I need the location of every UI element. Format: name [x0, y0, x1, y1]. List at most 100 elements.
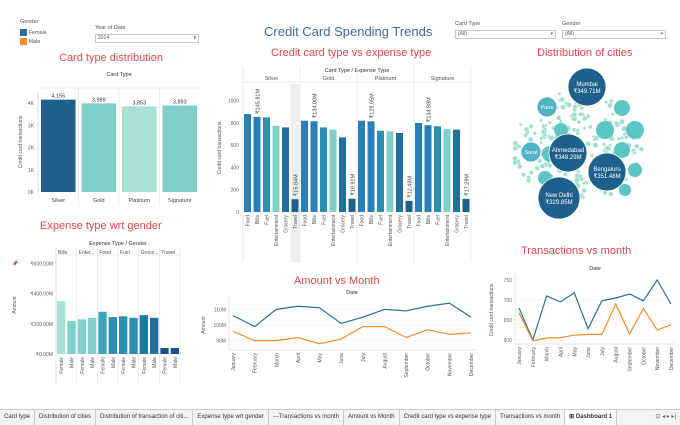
tab-transactions-vs-month[interactable]: Transactions vs month: [496, 410, 566, 425]
y-tick-label: ₹0.00M: [36, 352, 53, 358]
city-bubble: [632, 151, 637, 155]
city-bubble: [575, 128, 580, 133]
x-tick-label: Female: [80, 357, 86, 374]
city-bubble: [582, 126, 587, 131]
city-bubble: [547, 120, 553, 125]
dashboard-icon: ⊞: [569, 414, 576, 420]
series-line-female: [518, 278, 672, 342]
y-tick-label: 3K: [28, 123, 35, 129]
city-bubble: [610, 112, 615, 116]
x-tick-label: February: [531, 347, 537, 368]
bar: [434, 126, 441, 212]
city-bubble: [516, 159, 521, 163]
city-bubble: [577, 173, 583, 179]
x-tick-label: Silver: [51, 198, 65, 204]
bar: [386, 131, 394, 212]
city-bubble-new-delhi: [537, 176, 581, 220]
city-bubble: [608, 191, 614, 197]
card-type-title: Card type distribution: [59, 52, 163, 64]
x-tick-label: Entertainment: [274, 214, 280, 246]
y-tick-label: 600: [231, 143, 240, 149]
city-name-label: Mumbai: [576, 82, 597, 88]
x-tick-label: Male: [90, 357, 96, 368]
city-value-label: ₹351.48M: [593, 173, 620, 180]
tab-credit-card-vs-expense[interactable]: Credit card type vs expense type: [400, 410, 497, 425]
y-tick-label: 750: [504, 278, 513, 284]
gender-legend-title: Gender: [20, 19, 39, 25]
bar: [358, 120, 365, 212]
tab-expense-type-gender[interactable]: Expense type wrt gender: [193, 410, 269, 425]
x-tick-label: June: [339, 353, 345, 364]
year-filter-dropdown[interactable]: 2014 ▾: [95, 34, 199, 43]
city-bubble: [614, 100, 630, 116]
city-bubble: [603, 117, 608, 122]
x-tick-label: Travel: [293, 215, 299, 229]
city-bubble: [619, 118, 625, 125]
card-type-filter-dropdown[interactable]: (All) ▾: [455, 30, 556, 39]
city-bubble: [539, 163, 546, 169]
city-bubble: [626, 121, 644, 139]
gender-filter-dropdown[interactable]: (All) ▾: [562, 30, 666, 39]
city-bubble-pune: [536, 96, 558, 118]
x-tick-label: Bills: [312, 215, 318, 225]
x-tick-label: March: [274, 353, 280, 367]
city-bubble: [528, 170, 534, 176]
x-tick-label: October: [641, 347, 647, 365]
bar-value-label: ₹129.05M: [368, 93, 375, 118]
legend-item-male[interactable]: Male: [20, 38, 40, 45]
bar: [263, 117, 270, 212]
bar: [348, 198, 356, 212]
gender-filter-value: (All): [565, 31, 574, 37]
city-bubble: [528, 123, 534, 129]
x-tick-label: Fuel: [265, 215, 271, 225]
x-tick-label: Fuel: [322, 215, 328, 225]
y-tick-label: 0K: [28, 190, 35, 196]
bar-value-label: ₹134.88M: [425, 97, 432, 122]
city-bubble: [557, 91, 562, 96]
x-tick-label: Male: [173, 357, 179, 368]
x-tick-label: Grocery: [455, 215, 461, 233]
city-bubble: [593, 135, 599, 141]
bar-value-label: 3,989: [92, 97, 106, 103]
x-tick-label: Fuel: [436, 215, 442, 225]
tab-amount-vs-month[interactable]: Amount vs Month: [344, 410, 400, 425]
bar: [320, 127, 327, 212]
city-name-label: Ahmedabad: [552, 148, 584, 154]
bar: [424, 125, 432, 212]
chevron-down-icon: ▾: [550, 31, 553, 37]
city-bubble: [578, 112, 583, 117]
bar-value-label: ₹145.81M: [254, 89, 261, 114]
city-bubble: [516, 163, 523, 170]
bar: [301, 120, 308, 212]
bar-value-label: ₹12.48M: [406, 176, 413, 198]
bar-value-label: 3,853: [132, 100, 146, 106]
x-tick-label: Travel: [407, 215, 413, 229]
tab-distribution-of-cities[interactable]: Distribution of cities: [35, 410, 97, 425]
city-name-label: Bengaluru: [593, 167, 620, 173]
y-tick-label: ₹400.00M: [30, 292, 53, 298]
city-bubble: [548, 135, 555, 141]
group-label: Travel: [161, 250, 175, 256]
tab-dashboard-1[interactable]: ⊞ Dashboard 1: [565, 410, 618, 425]
bar: [139, 315, 148, 354]
x-tick-label: September: [404, 353, 410, 378]
y-tick-label: 200: [231, 188, 240, 194]
legend-item-female[interactable]: Female: [20, 29, 47, 36]
city-bubble: [619, 184, 631, 196]
x-tick-label: Male: [111, 357, 117, 368]
x-tick-label: January: [517, 347, 523, 365]
x-tick-label: July: [361, 353, 367, 362]
tab-nav-icons[interactable]: ⊡ ◂ ▸ ▸|: [655, 414, 676, 420]
x-tick-label: Fuel: [379, 215, 385, 225]
city-bubble: [547, 163, 553, 169]
tab-distribution-of-transactions[interactable]: Distribution of transaction of citi...: [96, 410, 194, 425]
y-axis-label: Credit card transactions: [18, 115, 24, 168]
tab-card-type[interactable]: Card type: [0, 410, 36, 425]
bar: [160, 347, 169, 354]
y-axis-label: Amount: [12, 296, 18, 314]
tab-transactions-vs-month-old[interactable]: ---Transactions vs month: [269, 410, 344, 425]
x-tick-label: May: [572, 347, 578, 357]
amount-chart: Date 90M 100M 110M Amount January February Marc…: [201, 290, 475, 378]
city-bubble: [634, 143, 640, 149]
x-tick-label: August: [614, 346, 620, 362]
